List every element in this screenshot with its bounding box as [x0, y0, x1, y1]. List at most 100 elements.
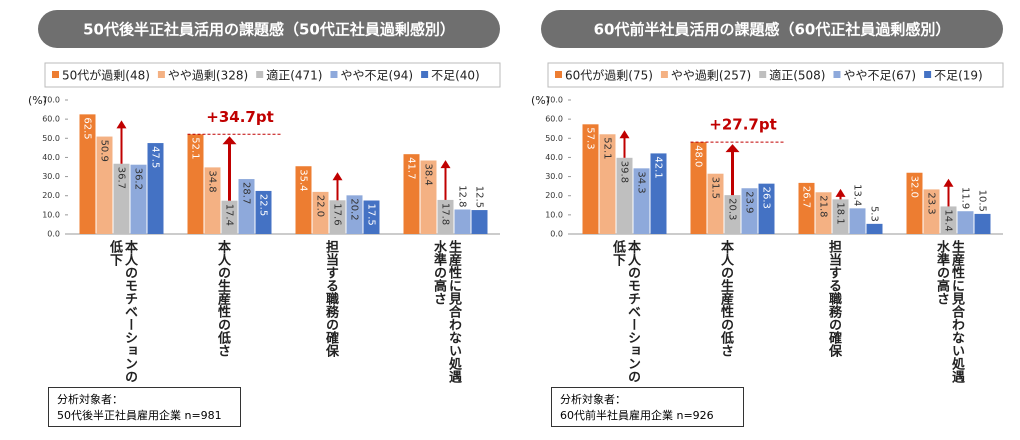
value-label: 47.5	[150, 146, 161, 168]
bar	[758, 183, 775, 234]
title-background	[38, 10, 500, 48]
legend-swatch	[660, 71, 668, 78]
bar	[96, 136, 113, 234]
value-label: 18.1	[835, 202, 846, 224]
value-label: 12.5	[474, 186, 485, 208]
bar	[906, 172, 923, 234]
legend-swatch	[256, 71, 264, 78]
chart-title: 60代前半社員活用の課題感（60代正社員過剰感別）	[594, 21, 951, 39]
bar	[582, 124, 599, 234]
bar	[866, 223, 883, 234]
legend-label: 不足(40)	[431, 69, 480, 83]
y-tick-label: 50.0	[42, 134, 60, 143]
y-tick-label: 70.0	[545, 96, 563, 105]
legend-swatch	[421, 71, 429, 78]
value-label: 10.5	[977, 190, 988, 212]
value-label: 21.8	[818, 195, 829, 217]
x-tick-label: 本人のモチベーションの低下	[610, 240, 640, 383]
value-label: 41.7	[406, 157, 417, 179]
value-label: 22.0	[315, 195, 326, 217]
bar	[974, 213, 991, 234]
arrow-head	[222, 136, 237, 145]
chart-title: 50代後半正社員活用の課題感（50代正社員過剰感別）	[83, 21, 455, 39]
x-tick-label: 生産性に見合わない処遇水準の高さ	[431, 240, 461, 383]
legend-label: 50代が過剰(48)	[62, 68, 150, 83]
y-tick-label: 0.0	[47, 230, 60, 239]
y-tick-label: 30.0	[42, 172, 60, 181]
value-label: 14.4	[943, 209, 954, 231]
value-label: 36.2	[133, 168, 144, 190]
note-line: 分析対象者：	[560, 393, 626, 406]
arrow-head	[440, 160, 451, 169]
value-label: 36.7	[116, 167, 127, 189]
bar	[724, 195, 741, 234]
value-label: 23.3	[926, 192, 937, 214]
value-label: 17.4	[224, 204, 235, 226]
x-tick-label: 担当する職務の確保	[323, 240, 338, 357]
bar	[363, 200, 380, 234]
bar	[798, 182, 815, 234]
value-label: 34.3	[636, 171, 647, 193]
y-tick-label: 40.0	[545, 153, 563, 162]
note-box: 分析対象者： 50代後半正社員雇用企業 n=981	[48, 387, 241, 427]
x-tick-label: 本人のモチベーションの低下	[107, 240, 137, 383]
arrow-head	[619, 130, 630, 139]
bar	[238, 179, 255, 234]
x-tick-label: 本人の生産性の低さ	[718, 240, 733, 357]
value-label: 57.3	[585, 127, 596, 149]
value-label: 23.9	[744, 191, 755, 213]
bar	[79, 114, 96, 234]
value-label: 20.3	[727, 198, 738, 220]
bar	[832, 199, 849, 234]
value-label: 52.1	[190, 137, 201, 159]
bar	[437, 199, 454, 234]
legend-label: 適正(471)	[266, 68, 322, 83]
legend-label: 不足(19)	[934, 69, 983, 83]
legend-label: やや不足(94)	[340, 69, 413, 83]
y-tick-label: 60.0	[42, 115, 60, 124]
bar	[221, 200, 238, 234]
legend-swatch	[924, 71, 932, 78]
bar	[599, 134, 616, 234]
legend-label: やや過剰(257)	[671, 69, 751, 83]
y-axis-label: (%)	[28, 94, 47, 107]
annotation: +34.7pt	[206, 108, 274, 126]
x-tick-label: 生産性に見合わない処遇水準の高さ	[934, 240, 964, 383]
bar	[420, 160, 437, 234]
bar	[815, 192, 832, 234]
annotation: +27.7pt	[709, 116, 777, 134]
legend-label: やや過剰(328)	[168, 69, 248, 83]
bar	[295, 166, 312, 234]
value-label: 20.2	[349, 198, 360, 220]
arrow-head	[835, 188, 846, 197]
value-label: 11.9	[960, 187, 971, 209]
bar	[147, 143, 164, 234]
y-tick-label: 20.0	[545, 191, 563, 200]
note-line: 60代前半社員雇用企業 n=926	[560, 409, 714, 422]
arrow-head	[332, 172, 343, 181]
bar	[650, 153, 667, 234]
bar	[741, 188, 758, 234]
x-tick-label: 本人の生産性の低さ	[215, 240, 230, 357]
y-tick-label: 70.0	[42, 96, 60, 105]
legend-swatch	[759, 71, 767, 78]
legend-label: やや不足(67)	[843, 69, 916, 83]
value-label: 42.1	[653, 156, 664, 178]
arrow-head	[943, 178, 954, 187]
value-label: 32.0	[909, 176, 920, 198]
y-tick-label: 30.0	[545, 172, 563, 181]
bar	[329, 200, 346, 234]
value-label: 39.8	[619, 161, 630, 183]
x-tick-label: 担当する職務の確保	[826, 240, 841, 357]
value-label: 35.4	[298, 169, 309, 191]
value-label: 17.6	[332, 203, 343, 225]
arrow-head	[116, 120, 127, 129]
value-label: 5.3	[869, 206, 880, 222]
y-tick-label: 60.0	[545, 115, 563, 124]
value-label: 52.1	[602, 137, 613, 159]
y-tick-label: 40.0	[42, 153, 60, 162]
legend-swatch	[555, 71, 562, 78]
bar	[633, 168, 650, 234]
legend-swatch	[157, 71, 165, 78]
legend-swatch	[833, 71, 841, 78]
